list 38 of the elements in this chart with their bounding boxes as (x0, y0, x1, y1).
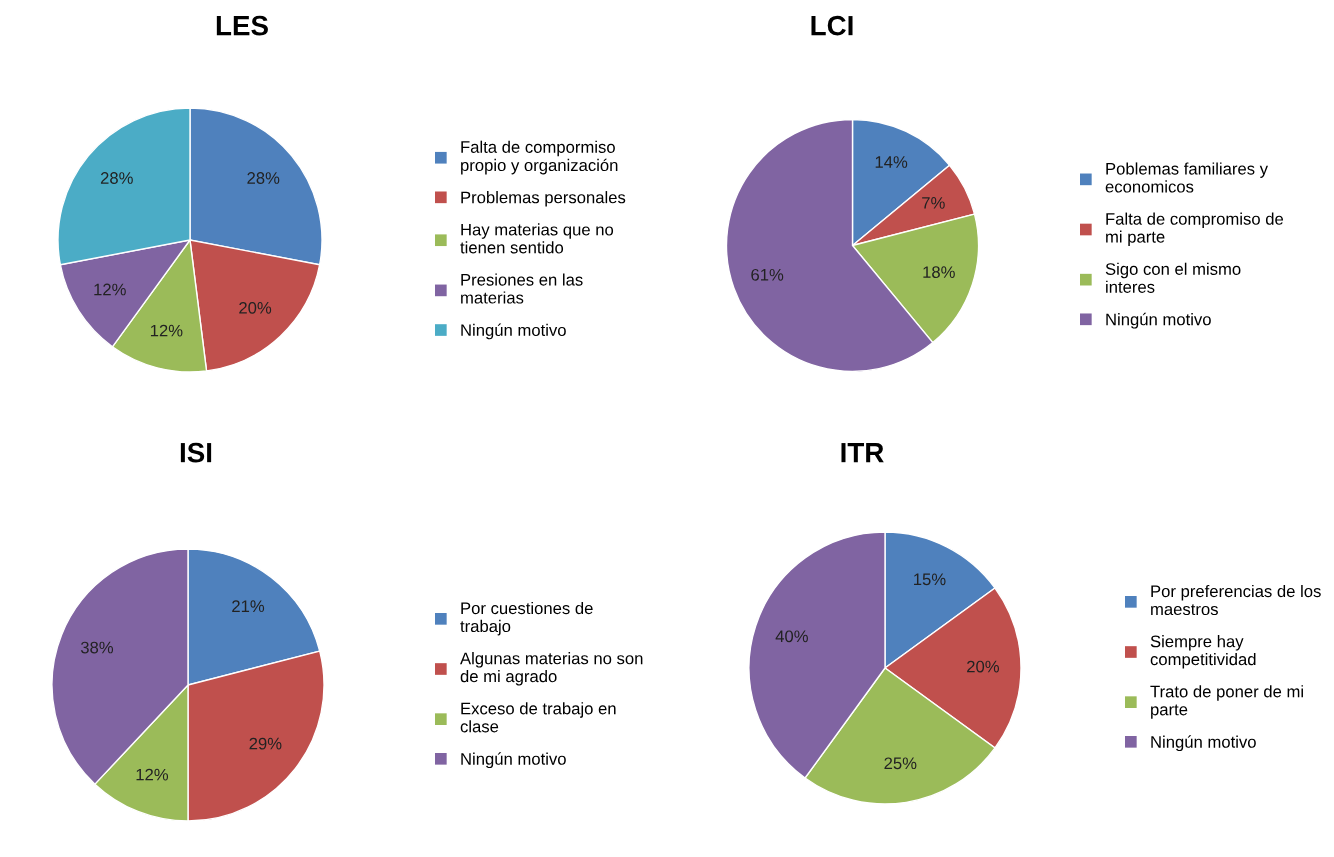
chart-title: ITR (841, 443, 884, 463)
data-label: 28% (100, 172, 133, 184)
data-label: 29% (249, 737, 282, 750)
legend-label: Ningún motivo (1106, 312, 1211, 329)
legend-label: Problemas personales (461, 191, 626, 207)
legend-label: Ningún motivo (461, 323, 566, 340)
legend-label: Exceso de trabajo en clase (460, 702, 616, 733)
legend-label: Por preferencias de los maestros (1151, 584, 1321, 616)
legend-label: Ningún motivo (461, 752, 566, 769)
data-label: 21% (232, 600, 265, 613)
chart-title: LCI (811, 15, 853, 36)
legend-label: Falta de compromiso de mi parte (1106, 212, 1284, 247)
data-label: 7% (922, 197, 945, 209)
data-label: 12% (94, 283, 126, 296)
data-label: 12% (136, 768, 169, 781)
data-label: 61% (751, 268, 784, 281)
legend-label: Ningún motivo (1151, 735, 1256, 752)
data-label: 15% (914, 573, 946, 586)
legend-label: Por cuestiones de trabajo (460, 601, 593, 636)
data-label: 20% (967, 660, 1000, 673)
legend-label: Algunas materias no son de mi agrado (460, 652, 643, 686)
legend-label: Falta de compormiso propio y organización (461, 140, 618, 175)
chart-title: LES (216, 15, 268, 36)
legend-label: Hay materias que no tienen sentido (460, 223, 614, 254)
data-label: 12% (150, 324, 183, 337)
data-label: 40% (775, 630, 808, 643)
legend-label: Trato de poner de mi parte (1150, 685, 1303, 719)
legend-label: Poblemas familiares y economicos (1105, 162, 1268, 193)
data-label: 25% (884, 757, 917, 770)
chart-title: ISI (180, 442, 212, 463)
data-label: 38% (80, 641, 114, 654)
data-label: 28% (247, 172, 280, 184)
data-label: 14% (875, 156, 908, 168)
legend-label: Sigo con el mismo interes (1105, 262, 1241, 293)
data-label: 20% (239, 301, 272, 314)
legend-label: Presiones en las materias (461, 273, 583, 304)
legend-label: Siempre hay competitividad (1150, 635, 1256, 669)
data-label: 18% (923, 266, 955, 279)
